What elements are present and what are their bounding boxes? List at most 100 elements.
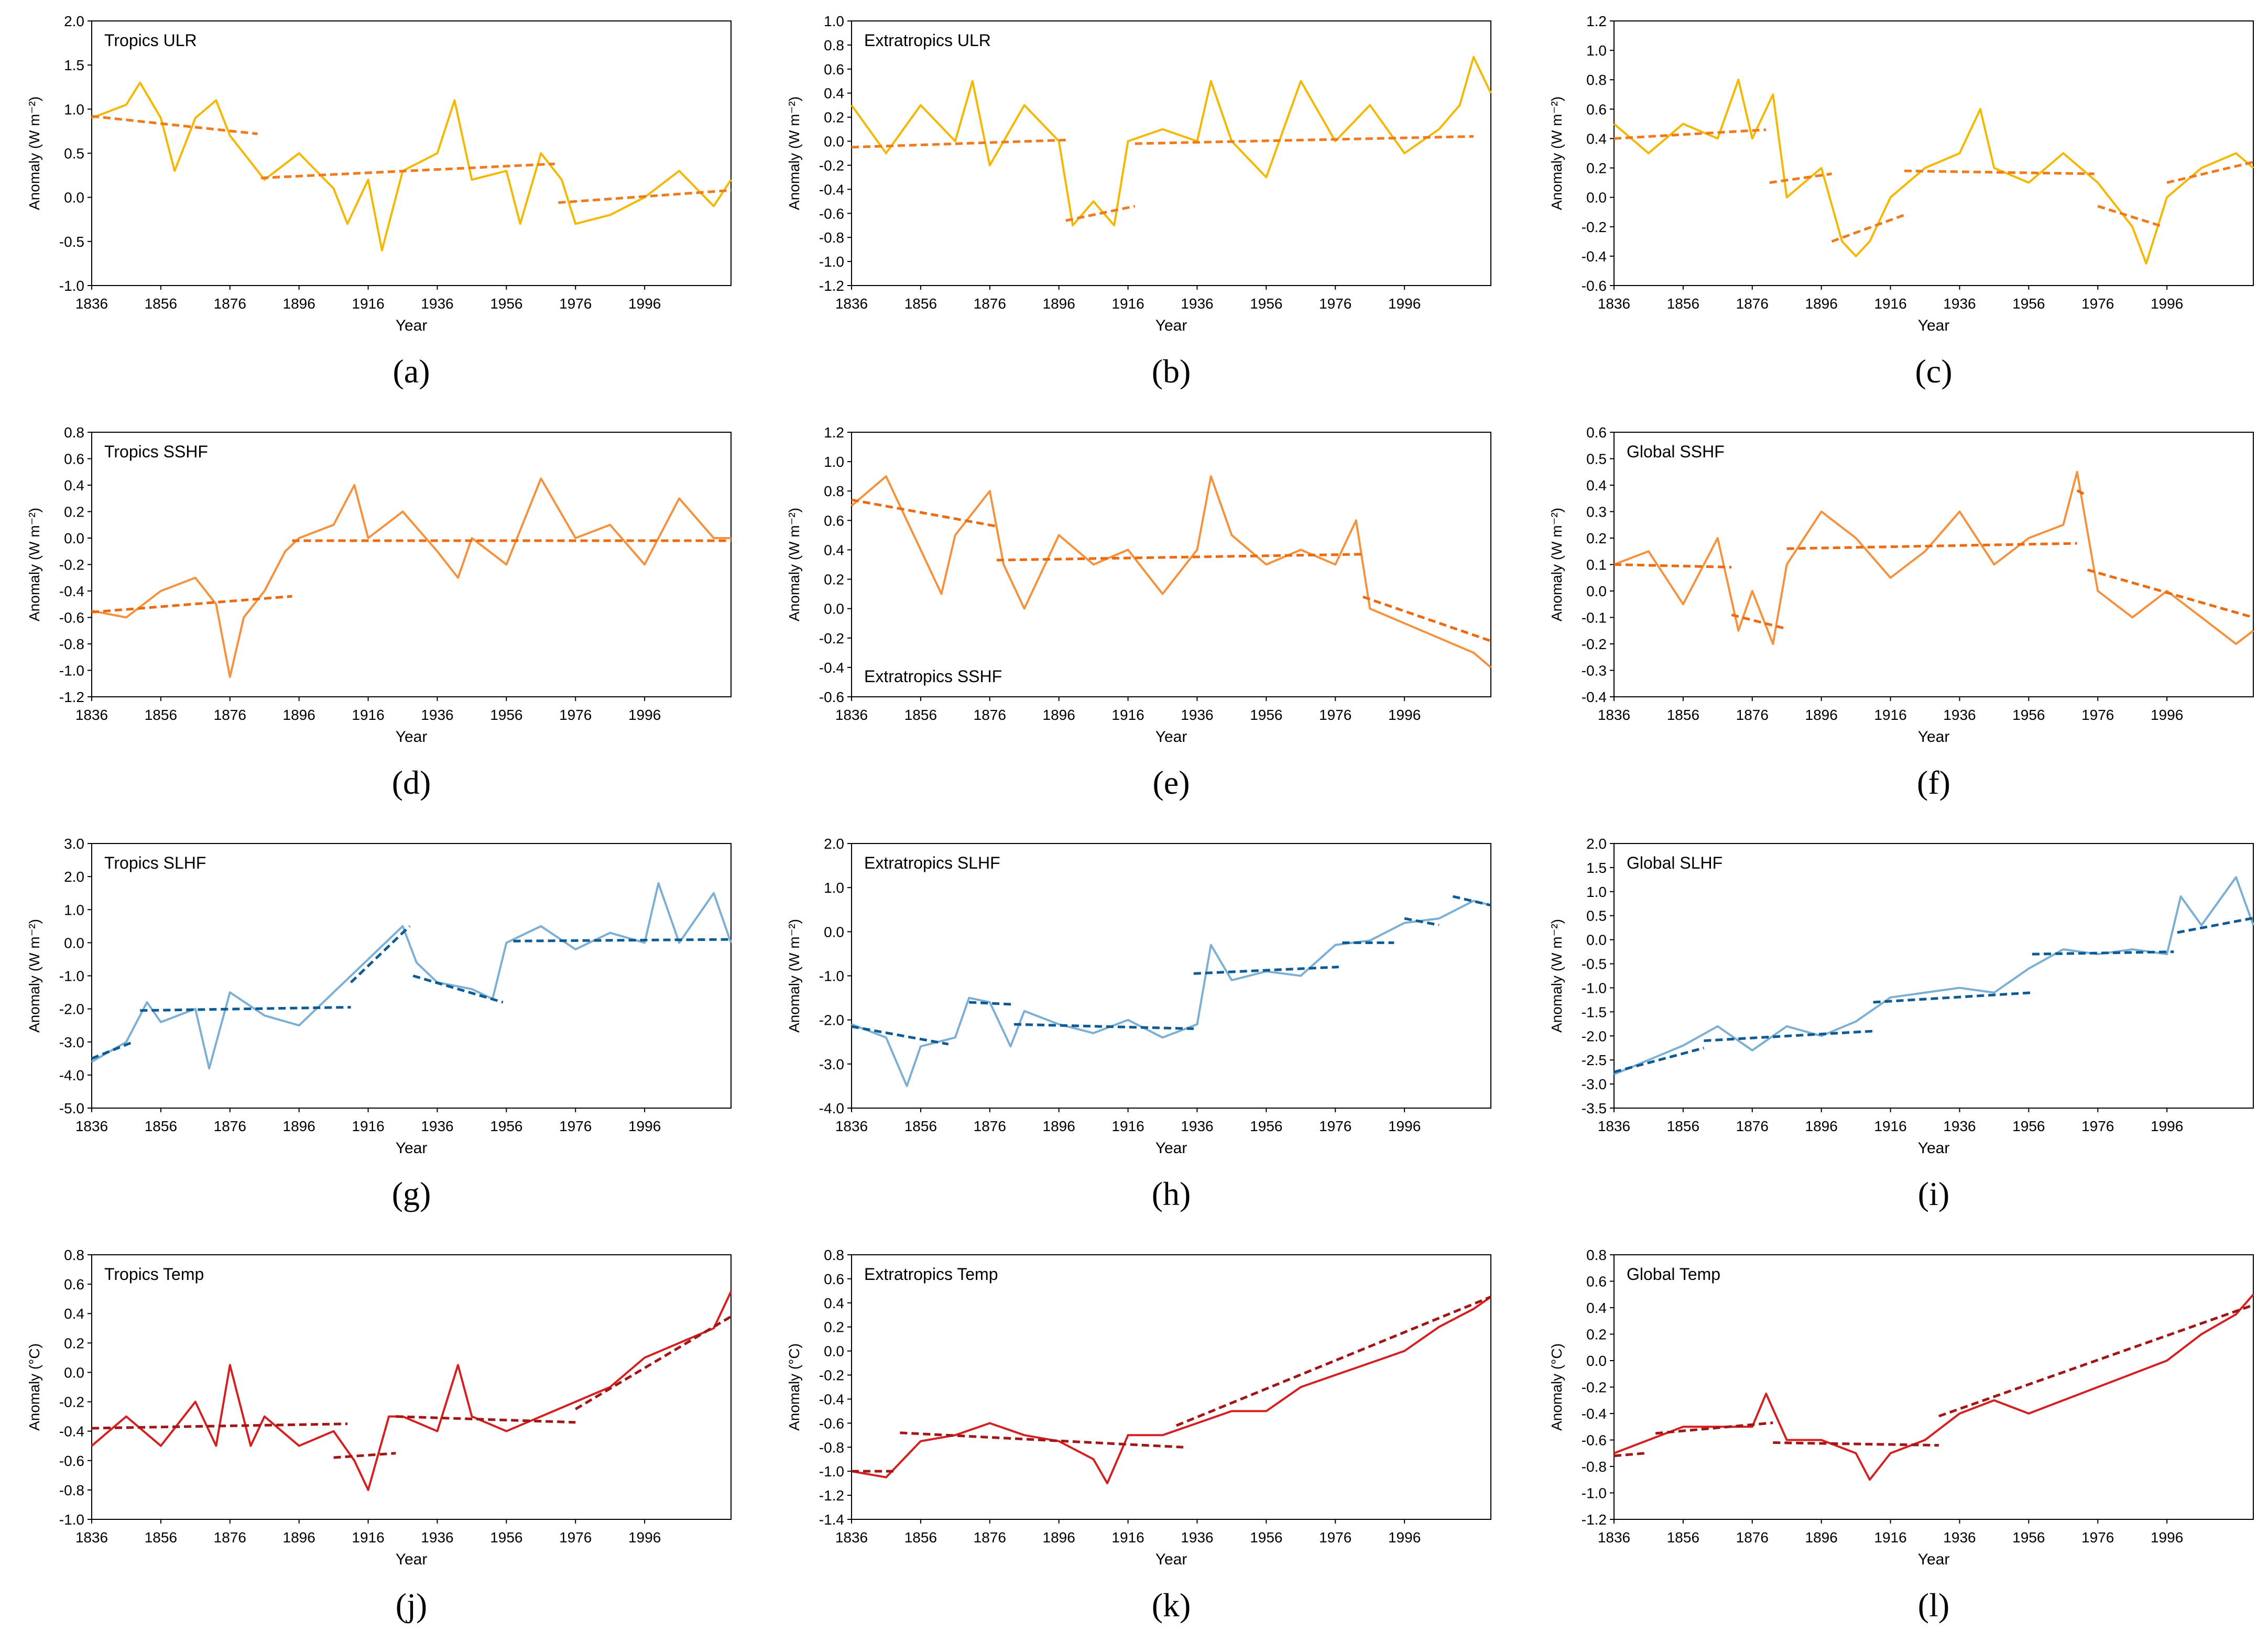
panel-label-j: (j) bbox=[396, 1586, 427, 1624]
x-tick-label-g-3: 1896 bbox=[283, 1118, 315, 1134]
x-tick-label-d-6: 1956 bbox=[490, 707, 522, 723]
x-tick-label-k-3: 1896 bbox=[1043, 1529, 1075, 1546]
y-tick-label-g-1: -4.0 bbox=[59, 1067, 84, 1083]
panel-label-g: (g) bbox=[392, 1175, 431, 1212]
trend-line-i-3 bbox=[2032, 950, 2174, 956]
x-tick-label-c-0: 1836 bbox=[1598, 295, 1630, 312]
trend-line-h-1 bbox=[969, 1001, 1015, 1006]
trend-line-a-1 bbox=[261, 162, 555, 180]
series-line-c bbox=[1613, 79, 2254, 265]
chart-title-d: Tropics SSHF bbox=[104, 442, 208, 461]
trend-line-f-1 bbox=[1731, 614, 1784, 630]
x-axis-label-e: Year bbox=[1155, 728, 1187, 746]
trend-line-h-0 bbox=[851, 1025, 949, 1046]
y-tick-label-d-3: -0.6 bbox=[59, 610, 84, 626]
y-tick-label-h-1: -3.0 bbox=[819, 1056, 844, 1072]
x-tick-label-h-6: 1956 bbox=[1250, 1118, 1282, 1134]
y-tick-label-k-9: 0.4 bbox=[824, 1295, 844, 1311]
y-tick-label-i-6: -0.5 bbox=[1582, 956, 1607, 972]
y-axis-label-k: Anomaly (°C) bbox=[786, 1343, 802, 1431]
x-tick-label-g-6: 1956 bbox=[490, 1118, 522, 1134]
y-tick-label-l-7: 0.2 bbox=[1586, 1327, 1607, 1343]
x-tick-label-d-3: 1896 bbox=[283, 707, 315, 723]
y-tick-label-j-0: -1.0 bbox=[59, 1511, 84, 1528]
y-tick-label-b-10: 0.8 bbox=[824, 37, 844, 53]
x-tick-label-f-4: 1916 bbox=[1874, 707, 1906, 723]
trend-line-i-4 bbox=[2177, 916, 2254, 934]
x-tick-label-k-2: 1876 bbox=[974, 1529, 1006, 1546]
y-tick-label-i-5: -1.0 bbox=[1582, 980, 1607, 996]
y-tick-label-f-7: 0.3 bbox=[1586, 504, 1607, 520]
x-axis-label-l: Year bbox=[1918, 1551, 1950, 1568]
y-tick-label-b-1: -1.0 bbox=[819, 254, 844, 270]
trend-line-c-4 bbox=[1904, 169, 2095, 176]
x-axis-label-c: Year bbox=[1918, 317, 1950, 334]
y-tick-label-f-5: 0.1 bbox=[1586, 557, 1607, 573]
trend-line-h-3 bbox=[1193, 966, 1339, 975]
y-tick-label-g-8: 3.0 bbox=[64, 836, 84, 852]
y-tick-label-f-1: -0.3 bbox=[1582, 663, 1607, 679]
y-tick-label-c-4: 0.2 bbox=[1586, 160, 1607, 177]
y-tick-label-b-4: -0.4 bbox=[819, 181, 844, 198]
x-tick-label-f-6: 1956 bbox=[2012, 707, 2045, 723]
panel-label-f: (f) bbox=[1917, 764, 1950, 801]
trend-line-f-3 bbox=[2076, 489, 2088, 497]
y-tick-label-e-2: -0.2 bbox=[819, 630, 844, 647]
trend-line-a-0 bbox=[91, 115, 258, 135]
plot-frame-i bbox=[1613, 843, 2254, 1109]
trend-line-c-2 bbox=[1769, 172, 1832, 184]
x-tick-label-i-2: 1876 bbox=[1736, 1118, 1769, 1134]
x-axis-label-g: Year bbox=[396, 1140, 428, 1157]
y-tick-label-c-6: 0.6 bbox=[1586, 101, 1607, 117]
y-tick-label-c-2: -0.2 bbox=[1582, 219, 1607, 235]
y-tick-label-c-5: 0.4 bbox=[1586, 130, 1607, 147]
x-tick-label-k-7: 1976 bbox=[1319, 1529, 1351, 1546]
y-tick-label-g-7: 2.0 bbox=[64, 869, 84, 885]
x-tick-label-h-0: 1836 bbox=[835, 1118, 868, 1134]
y-tick-label-b-11: 1.0 bbox=[824, 13, 844, 29]
chart-title-b: Extratropics ULR bbox=[864, 31, 991, 50]
trend-line-b-2 bbox=[1135, 135, 1474, 145]
x-tick-label-b-8: 1996 bbox=[1388, 295, 1421, 312]
x-tick-label-i-4: 1916 bbox=[1874, 1118, 1906, 1134]
y-tick-label-d-7: 0.2 bbox=[64, 504, 84, 520]
x-tick-label-i-1: 1856 bbox=[1667, 1118, 1699, 1134]
x-tick-label-a-7: 1976 bbox=[559, 295, 592, 312]
y-tick-label-a-1: -0.5 bbox=[59, 234, 84, 250]
trend-line-b-0 bbox=[851, 138, 1066, 149]
y-tick-label-i-7: 0.0 bbox=[1586, 932, 1607, 948]
trend-line-f-4 bbox=[2087, 568, 2254, 619]
x-tick-label-b-1: 1856 bbox=[904, 295, 937, 312]
y-tick-label-a-5: 1.5 bbox=[64, 57, 84, 73]
y-tick-label-i-3: -2.0 bbox=[1582, 1028, 1607, 1044]
y-tick-label-e-7: 0.8 bbox=[824, 483, 844, 499]
y-tick-label-b-9: 0.6 bbox=[824, 61, 844, 78]
y-tick-label-e-1: -0.4 bbox=[819, 660, 844, 676]
y-tick-label-a-4: 1.0 bbox=[64, 101, 84, 117]
x-axis-label-i: Year bbox=[1918, 1140, 1950, 1157]
y-tick-label-l-8: 0.4 bbox=[1586, 1300, 1607, 1316]
y-axis-label-h: Anomaly (W m⁻²) bbox=[786, 919, 802, 1033]
x-tick-label-i-0: 1836 bbox=[1598, 1118, 1630, 1134]
x-tick-label-j-3: 1896 bbox=[283, 1529, 315, 1546]
x-tick-label-c-8: 1996 bbox=[2151, 295, 2183, 312]
x-axis-label-f: Year bbox=[1918, 728, 1950, 746]
x-tick-label-l-8: 1996 bbox=[2151, 1529, 2183, 1546]
x-tick-label-l-1: 1856 bbox=[1667, 1529, 1699, 1546]
trend-line-j-1 bbox=[333, 1452, 396, 1459]
panel-label-b: (b) bbox=[1152, 353, 1191, 390]
y-tick-label-c-3: 0.0 bbox=[1586, 190, 1607, 206]
y-tick-label-e-0: -0.6 bbox=[819, 689, 844, 705]
chart-title-l: Global Temp bbox=[1627, 1265, 1720, 1284]
trend-line-c-0 bbox=[1613, 128, 1767, 140]
y-tick-label-l-2: -0.8 bbox=[1582, 1459, 1607, 1475]
y-tick-label-h-5: 1.0 bbox=[824, 880, 844, 896]
y-tick-label-i-4: -1.5 bbox=[1582, 1004, 1607, 1020]
x-tick-label-h-5: 1936 bbox=[1181, 1118, 1213, 1134]
trend-line-j-2 bbox=[396, 1415, 576, 1424]
x-tick-label-b-5: 1936 bbox=[1181, 295, 1213, 312]
plot-frame-a bbox=[91, 20, 732, 286]
y-tick-label-j-5: 0.0 bbox=[64, 1364, 84, 1381]
plot-frame-j bbox=[91, 1254, 732, 1520]
